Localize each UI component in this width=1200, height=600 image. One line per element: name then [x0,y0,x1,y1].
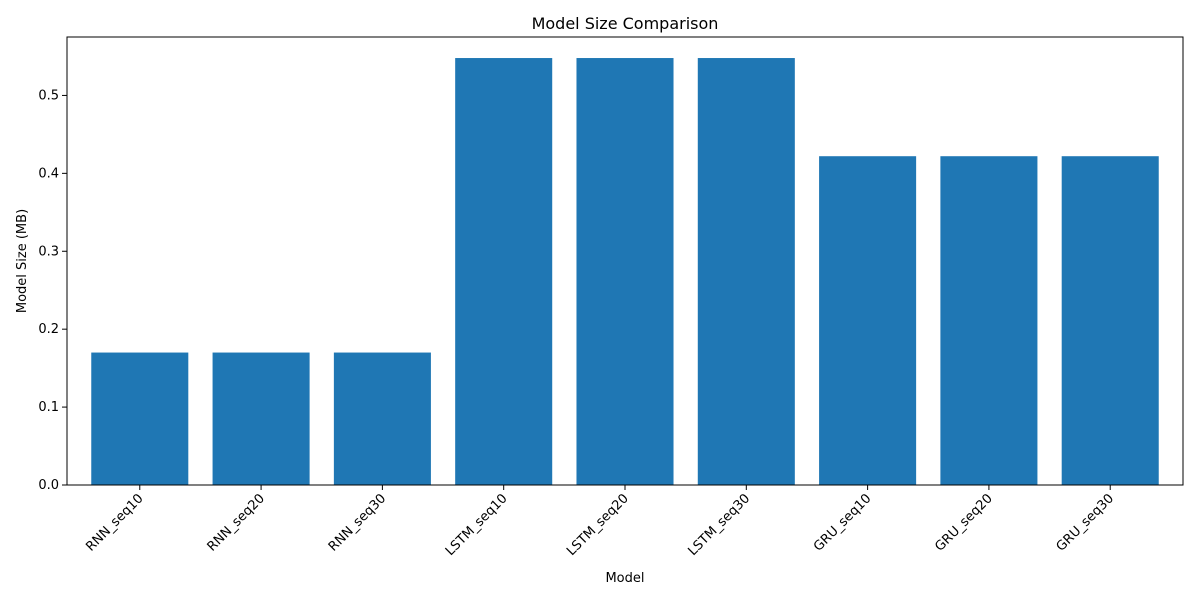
x-tick-label: RNN_seq10 [83,491,146,554]
bar-GRU_seq30 [1061,156,1159,485]
x-tick-label: RNN_seq30 [326,491,389,554]
x-tick-label: LSTM_seq10 [443,491,511,559]
bar-RNN_seq20 [212,352,310,485]
x-tick-label: GRU_seq10 [811,491,874,554]
chart-title: Model Size Comparison [532,14,719,33]
bar-GRU_seq10 [819,156,917,485]
x-tick-label: LSTM_seq30 [685,491,753,559]
y-tick-label: 0.4 [38,166,59,181]
y-tick-label: 0.5 [38,88,59,103]
x-axis: RNN_seq10 RNN_seq20 RNN_seq30 LSTM_seq10 LST… [83,485,1117,559]
y-axis-label: Model Size (MB) [15,209,30,313]
plot-frame [66,36,1184,486]
x-tick-label: GRU_seq30 [1054,491,1117,554]
x-tick-label: LSTM_seq20 [564,491,632,559]
x-tick-label: RNN_seq20 [205,491,268,554]
bar-RNN_seq10 [91,352,189,485]
y-tick-label: 0.1 [38,400,59,415]
y-tick-label: 0.0 [38,478,59,493]
y-axis: 0.0 0.1 0.2 0.3 0.4 0.5 [38,88,67,493]
bar-LSTM_seq30 [697,58,795,485]
x-tick-label: GRU_seq20 [932,491,995,554]
bar-RNN_seq30 [333,352,431,485]
x-axis-label: Model [605,571,644,586]
bar-LSTM_seq10 [455,58,553,485]
bars-group [91,58,1159,485]
bar-GRU_seq20 [940,156,1038,485]
y-tick-label: 0.2 [38,322,59,337]
bar-LSTM_seq20 [576,58,674,485]
y-tick-label: 0.3 [38,244,59,259]
